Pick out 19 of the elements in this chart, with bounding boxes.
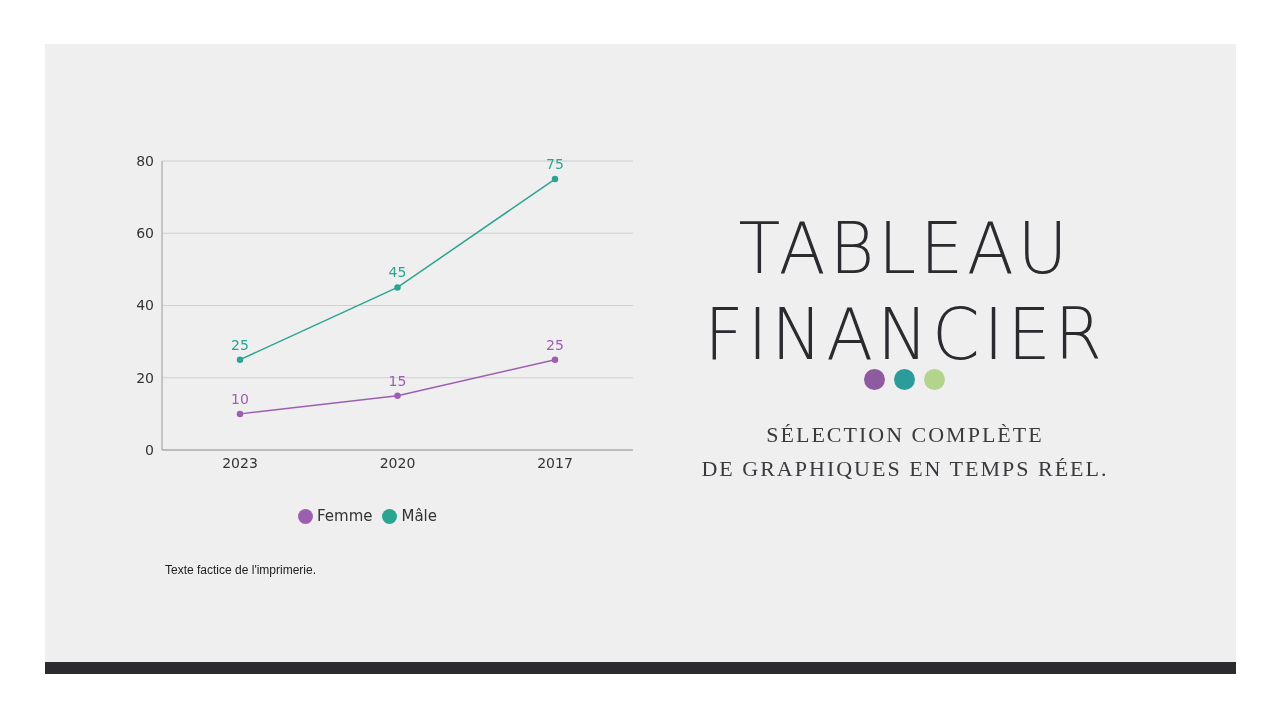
y-tick-label: 60 <box>136 225 154 242</box>
y-tick-label: 0 <box>145 441 154 458</box>
y-tick-label: 40 <box>136 297 154 314</box>
text: TABLEAU FINANCIER <box>703 205 1107 377</box>
x-tick-label: 2017 <box>537 454 573 471</box>
x-tick-label: 2020 <box>379 454 416 471</box>
legend-label: Mâle <box>401 507 438 525</box>
data-label: 15 <box>388 372 407 389</box>
data-label: 10 <box>231 390 249 407</box>
text: Texte factice de l'imprimerie. <box>165 563 317 577</box>
data-label: 75 <box>546 156 564 173</box>
x-tick-label: 2023 <box>222 454 258 471</box>
data-label: 25 <box>231 336 249 353</box>
legend-label: Femme <box>316 507 373 525</box>
text: SÉLECTION COMPLÈTE DE GRAPHIQUES EN TEMPS RÉEL. <box>700 421 1110 483</box>
y-tick-label: 80 <box>136 152 154 169</box>
data-label: 45 <box>388 264 407 281</box>
y-tick-label: 20 <box>136 369 154 386</box>
data-label: 25 <box>546 336 564 353</box>
